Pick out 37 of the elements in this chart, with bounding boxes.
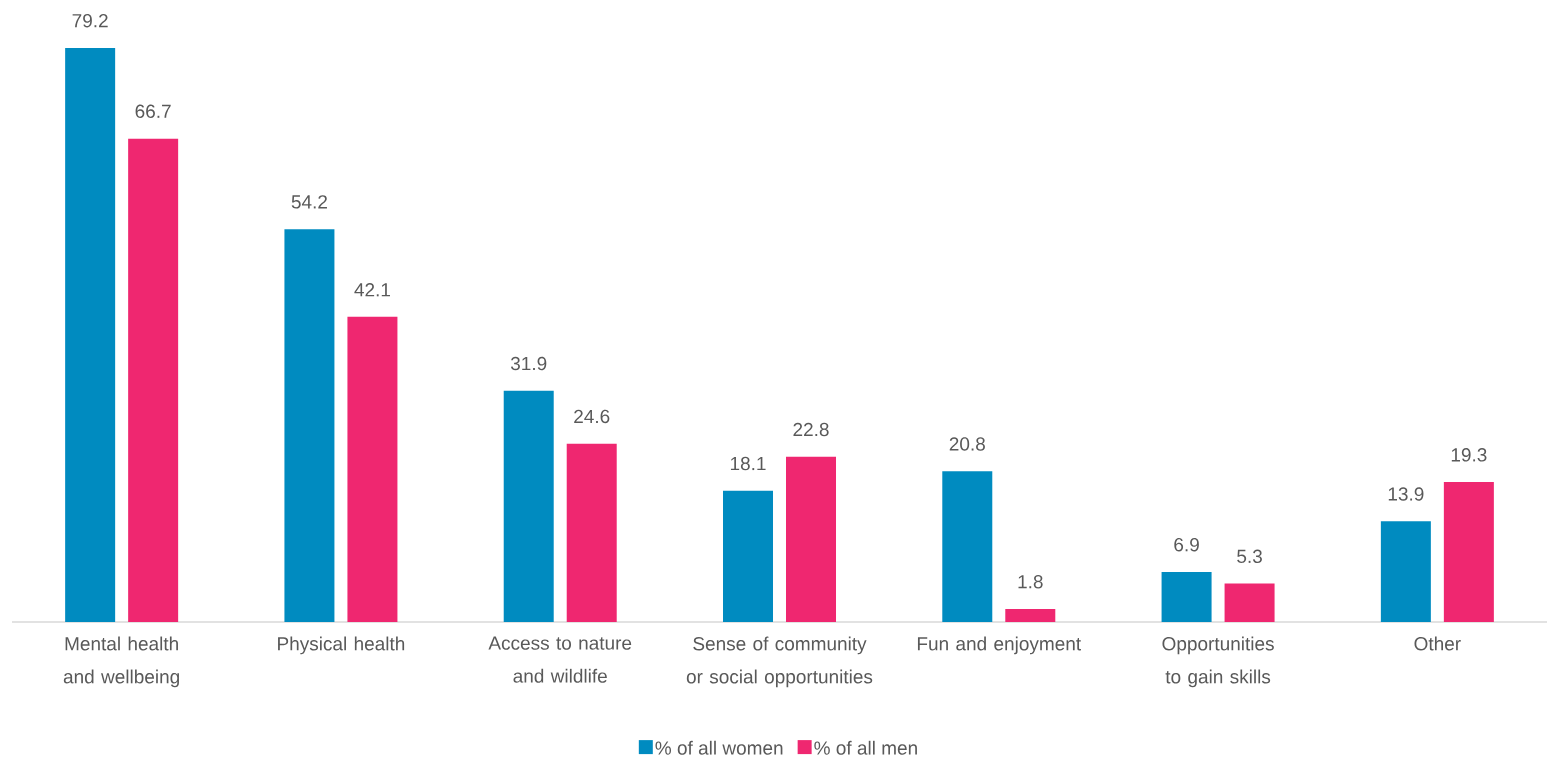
bar — [1161, 571, 1212, 622]
bar — [65, 47, 116, 622]
data-label: 66.7 — [135, 104, 171, 118]
bar — [128, 138, 179, 622]
bar — [1380, 521, 1431, 622]
bar — [284, 229, 335, 622]
bar — [566, 443, 617, 622]
data-label: 18.1 — [730, 456, 766, 471]
bar — [503, 390, 554, 622]
bar — [347, 316, 398, 622]
data-label: 1.8 — [1018, 574, 1043, 589]
data-label: 13.9 — [1388, 487, 1424, 501]
data-label: 6.9 — [1174, 538, 1199, 552]
bar — [1224, 583, 1275, 622]
x-tick-label: Mental health and wellbeing — [63, 636, 179, 688]
data-label: 22.8 — [793, 422, 829, 437]
x-tick-label: Physical health — [278, 636, 405, 655]
bar — [786, 456, 837, 622]
data-label: 20.8 — [949, 437, 985, 451]
data-label: 79.2 — [72, 13, 108, 28]
legend-label: % of all women — [655, 740, 783, 755]
data-label: 42.1 — [354, 283, 390, 297]
x-tick-label: Fun and enjoyment — [917, 636, 1081, 655]
bar — [942, 471, 993, 622]
data-label: 31.9 — [510, 356, 547, 371]
data-label: 19.3 — [1451, 448, 1487, 462]
x-tick-label: Opportunities to gain skills — [1162, 636, 1274, 688]
data-label: 24.6 — [574, 409, 610, 424]
data-label: 5.3 — [1237, 549, 1262, 564]
x-tick-label: Access to nature and wildlife — [488, 636, 632, 683]
x-tick-label: Other — [1414, 636, 1461, 651]
bar — [723, 490, 774, 622]
legend-label: % of all men — [814, 740, 917, 755]
x-tick-label: Sense of community or social opportunities — [686, 636, 873, 688]
bar — [1005, 608, 1056, 622]
data-label: 54.2 — [291, 195, 327, 209]
bar — [1443, 482, 1494, 622]
